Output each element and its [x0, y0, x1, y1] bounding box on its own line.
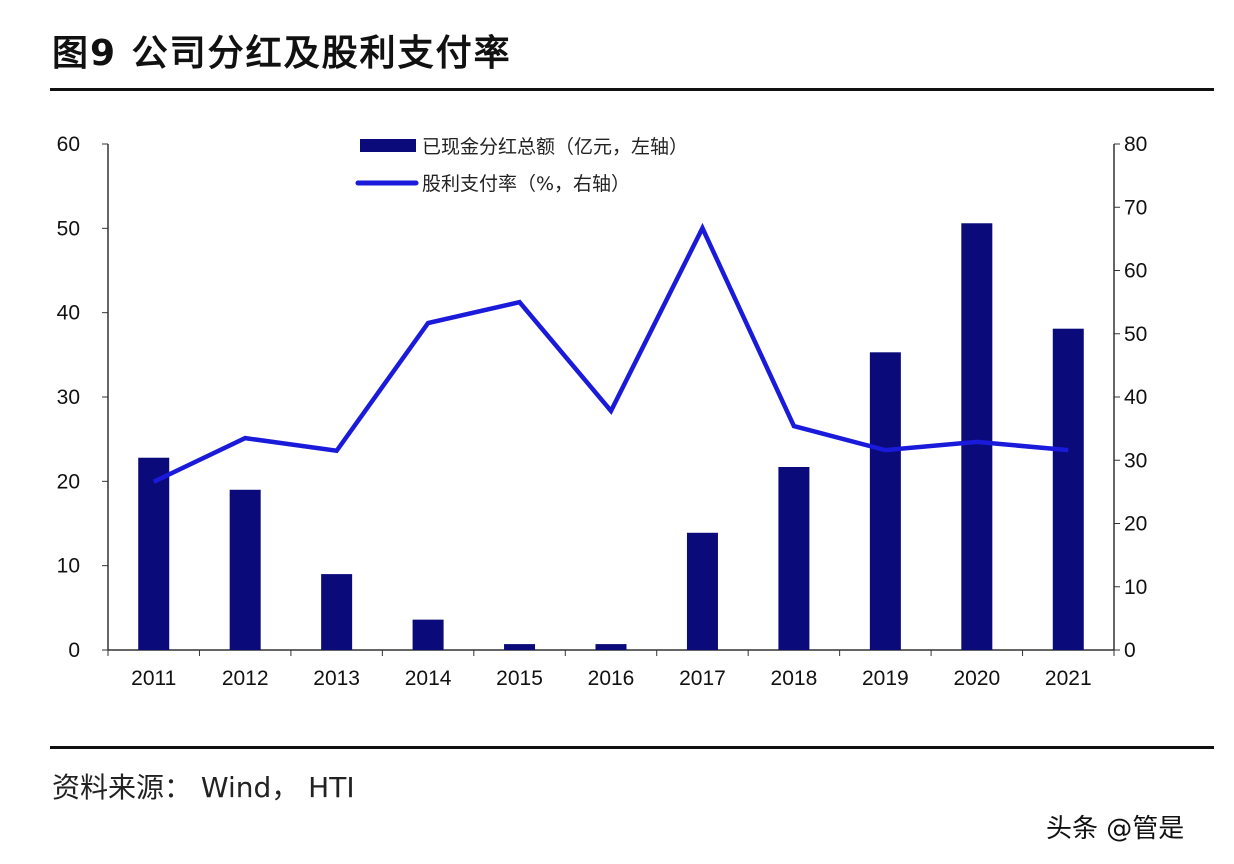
left-tick-label: 50	[57, 217, 80, 240]
right-tick-label: 20	[1124, 513, 1147, 536]
bar-2013	[321, 574, 353, 650]
right-tick-label: 0	[1124, 639, 1136, 662]
left-tick-label: 60	[57, 133, 80, 156]
x-tick-label: 2017	[679, 667, 726, 690]
bar-2015	[504, 644, 536, 650]
left-tick-label: 20	[57, 470, 80, 493]
bar-2018	[778, 466, 810, 650]
right-tick-label: 10	[1124, 576, 1147, 599]
source-note: 资料来源： Wind， HTI	[52, 771, 355, 804]
x-tick-label: 2021	[1045, 667, 1092, 690]
top-rule	[50, 88, 1214, 91]
left-tick-label: 40	[57, 302, 80, 325]
right-tick-label: 30	[1124, 449, 1147, 472]
right-tick-label: 80	[1124, 133, 1147, 156]
bar-2019	[869, 352, 901, 650]
x-tick-label: 2012	[222, 667, 269, 690]
right-tick-label: 70	[1124, 196, 1147, 219]
x-tick-label: 2016	[588, 667, 635, 690]
x-tick-label: 2013	[313, 667, 360, 690]
right-tick-label: 50	[1124, 323, 1147, 346]
right-tick-label: 40	[1124, 386, 1147, 409]
bar-2016	[595, 644, 627, 650]
bar-2012	[229, 489, 261, 650]
bar-2011	[138, 457, 170, 650]
bar-2021	[1052, 328, 1084, 650]
left-tick-label: 0	[68, 639, 80, 662]
left-tick-label: 10	[57, 555, 80, 578]
x-tick-label: 2020	[953, 667, 1000, 690]
payout-ratio-line	[152, 222, 1069, 484]
watermark: 头条 @管是	[1046, 814, 1185, 844]
bar-2014	[412, 619, 444, 650]
right-tick-label: 60	[1124, 260, 1147, 283]
bottom-rule	[50, 746, 1214, 749]
legend-line-label: 股利支付率（%，右轴）	[422, 173, 630, 195]
left-tick-label: 30	[57, 386, 80, 409]
x-tick-label: 2011	[131, 667, 176, 690]
x-tick-label: 2019	[862, 667, 909, 690]
x-tick-label: 2018	[771, 667, 818, 690]
figure-title: 图9 公司分红及股利支付率	[52, 33, 512, 74]
legend-bar-swatch	[360, 139, 416, 152]
legend-bar-label: 已现金分红总额（亿元，左轴）	[422, 136, 688, 158]
x-tick-label: 2015	[496, 667, 543, 690]
bar-2020	[961, 223, 993, 651]
x-tick-label: 2014	[405, 667, 452, 690]
bar-2017	[686, 532, 718, 650]
